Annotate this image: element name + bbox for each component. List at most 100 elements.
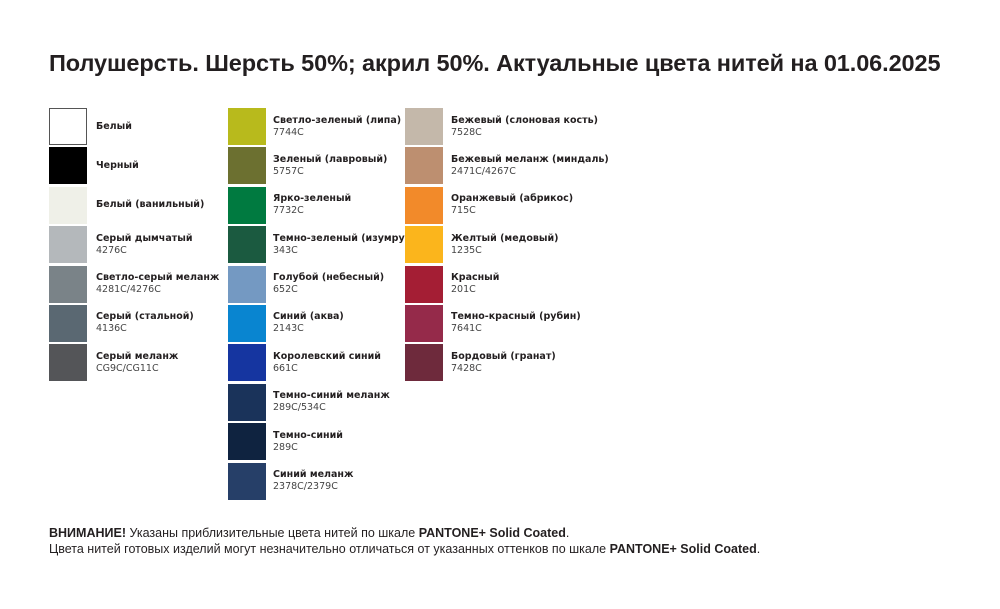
pantone-code: 2143C [273,323,304,335]
pantone-code: 2378C/2379C [273,481,338,493]
swatch-label: Синий меланж 2378C/2379C [273,463,353,500]
color-swatch [228,423,266,461]
color-swatch [405,344,443,382]
color-name: Черный [96,159,139,171]
swatch-label: Синий (аква) 2143C [273,305,344,342]
swatch-label: Ярко-зеленый 7732C [273,187,351,224]
color-swatch [228,462,266,500]
color-swatch [49,186,87,224]
swatch-label: Серый (стальной) 4136C [96,305,194,342]
swatch-label: Белый [96,108,132,145]
footer-text: Цвета нитей готовых изделий могут незнач… [49,542,610,556]
color-name: Белый [96,120,132,132]
swatch-label: Желтый (медовый) 1235C [451,226,558,263]
pantone-code: 289C/534C [273,402,326,414]
swatch-label: Бордовый (гранат) 7428C [451,344,556,381]
color-name: Темно-синий [273,429,343,441]
pantone-code: 7641C [451,323,482,335]
pantone-code: 4136C [96,323,127,335]
swatch-label: Белый (ванильный) [96,187,204,224]
color-name: Королевский синий [273,350,381,362]
swatch-label: Черный [96,147,139,184]
color-name: Светло-серый меланж [96,272,220,284]
color-swatch [405,186,443,224]
swatch-label: Темно-красный (рубин) 7641C [451,305,581,342]
swatch-label: Темно-синий меланж 289C/534C [273,384,390,421]
pantone-label: PANTONE+ Solid Coated [609,542,757,556]
color-name: Серый (стальной) [96,311,194,323]
color-name: Бежевый меланж (миндаль) [451,153,609,165]
color-swatch [405,226,443,264]
pantone-code: CG9C/CG11C [96,362,159,374]
color-name: Бордовый (гранат) [451,350,556,362]
color-swatch [49,147,87,185]
swatch-label: Красный 201C [451,266,499,303]
pantone-code: 1235C [451,244,482,256]
color-swatch [228,265,266,303]
color-swatch [228,383,266,421]
color-swatch [405,147,443,185]
color-name: Темно-синий меланж [273,390,390,402]
swatch-label: Голубой (небесный) 652C [273,266,384,303]
page-title: Полушерсть. Шерсть 50%; акрил 50%. Актуа… [49,50,941,76]
swatch-label: Бежевый (слоновая кость) 7528C [451,108,598,145]
color-name: Ярко-зеленый [273,193,352,205]
pantone-code: 7428C [451,362,482,374]
color-name: Голубой (небесный) [273,272,385,284]
pantone-code: 201C [451,284,476,296]
color-swatch [49,304,87,342]
footer-note-2: Цвета нитей готовых изделий могут незнач… [49,542,760,556]
pantone-code: 343C [273,244,298,256]
color-name: Серый меланж [96,350,179,362]
color-swatch [405,265,443,303]
swatch-label: Королевский синий 661C [273,344,381,381]
color-swatch [228,108,266,145]
footer-text-end: . [756,542,761,556]
color-name: Серый дымчатый [96,232,193,244]
pantone-code: 7744C [273,126,304,138]
pantone-code: 715C [451,205,476,217]
pantone-code: 7528C [451,126,482,138]
pantone-code: 661C [273,362,298,374]
color-swatch [228,186,266,224]
pantone-code: 4281C/4276C [96,284,161,296]
pantone-code: 7732C [273,205,304,217]
color-name: Светло-зеленый (липа) [273,114,402,126]
pantone-label: PANTONE+ Solid Coated [418,526,566,540]
color-name: Темно-красный (рубин) [451,311,581,323]
swatch-label: Светло-серый меланж 4281C/4276C [96,266,219,303]
color-swatch [405,108,443,145]
pantone-code: 289C [273,441,298,453]
footer-text: Указаны приблизительные цвета нитей по ш… [126,526,419,540]
pantone-code: 5757C [273,165,304,177]
pantone-code: 2471C/4267C [451,165,516,177]
color-name: Бежевый (слоновая кость) [451,114,598,126]
swatch-label: Оранжевый (абрикос) 715C [451,187,573,224]
color-name: Красный [451,272,500,284]
swatch-label: Бежевый меланж (миндаль) 2471C/4267C [451,147,609,184]
footer-text-end: . [565,526,570,540]
swatch-label: Темно-зеленый (изумруд) 343C [273,226,417,263]
swatch-label: Зеленый (лавровый) 5757C [273,147,387,184]
color-name: Синий (аква) [273,311,344,323]
color-name: Темно-зеленый (изумруд) [273,232,417,244]
color-name: Зеленый (лавровый) [273,153,388,165]
color-swatch [49,344,87,382]
swatch-label: Серый меланж CG9C/CG11C [96,344,178,381]
color-name: Желтый (медовый) [451,232,559,244]
color-name: Синий меланж [273,469,354,481]
color-swatch [49,226,87,264]
swatch-label: Серый дымчатый 4276C [96,226,192,263]
color-swatch [228,147,266,185]
pantone-code: 4276C [96,244,127,256]
footer-note-1: ВНИМАНИЕ! Указаны приблизительные цвета … [49,526,569,540]
swatch-label: Темно-синий 289C [273,423,343,460]
color-swatch [228,304,266,342]
color-name: Белый (ванильный) [96,199,205,211]
color-swatch [228,344,266,382]
swatch-label: Светло-зеленый (липа) 7744C [273,108,401,145]
pantone-code: 652C [273,284,298,296]
warning-label: ВНИМАНИЕ! [49,526,126,540]
color-swatch [405,304,443,342]
color-name: Оранжевый (абрикос) [451,193,574,205]
